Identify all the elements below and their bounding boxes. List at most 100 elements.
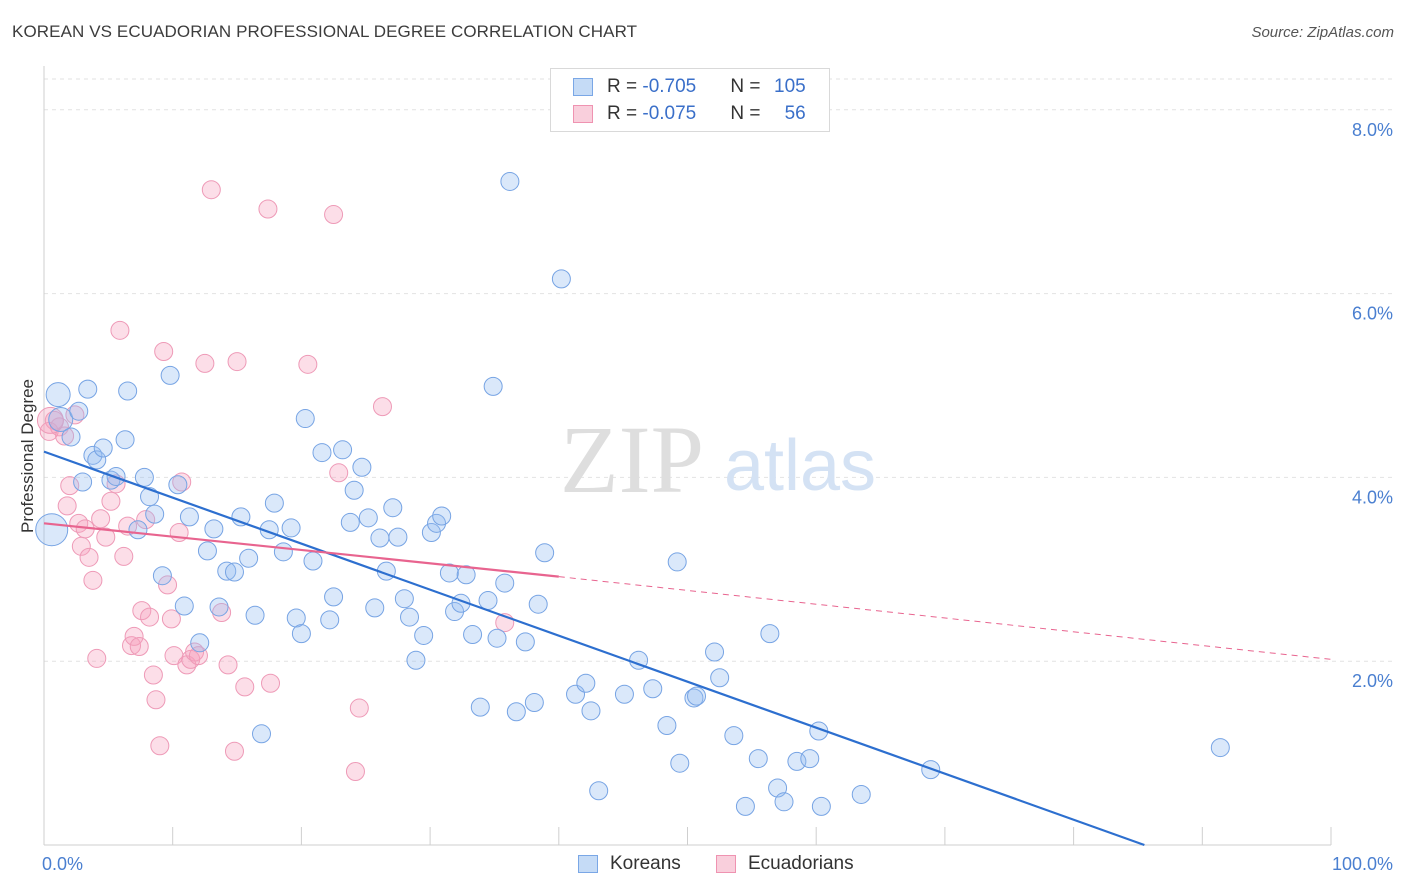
legend-row-ecuadorians: R = -0.075 N = 56 (573, 102, 806, 126)
ecuadorian-point (83, 570, 103, 590)
korean-point (224, 562, 244, 582)
bottom-label-koreans: Koreans (610, 853, 681, 874)
korean-point (87, 450, 107, 470)
korean-point (160, 365, 180, 385)
korean-point (174, 596, 194, 616)
korean-point (264, 493, 284, 513)
korean-point (478, 591, 498, 611)
korean-point (811, 796, 831, 816)
stats-legend: R = -0.705 N = 105 R = -0.075 N = 56 (550, 68, 830, 132)
korean-points (35, 171, 1230, 816)
korean-point (670, 753, 690, 773)
ecuadorian-trend-line (43, 522, 559, 578)
korean-point (73, 472, 93, 492)
korean-point (295, 409, 315, 429)
ecuadorian-point (140, 607, 160, 627)
ecuadorian-point (143, 665, 163, 685)
korean-point (705, 642, 725, 662)
korean-point (760, 624, 780, 644)
korean-point (45, 382, 71, 408)
ecuadorian-point (224, 741, 244, 761)
korean-point (383, 498, 403, 518)
ecuadorian-point (329, 463, 349, 483)
korean-point (432, 506, 452, 526)
y-tick-label: 4.0% (1352, 487, 1393, 507)
korean-point (495, 573, 515, 593)
korean-point (69, 401, 89, 421)
korean-point (400, 607, 420, 627)
korean-point (551, 269, 571, 289)
x-tick-label: 0.0% (42, 854, 83, 874)
korean-point (252, 724, 272, 744)
korean-point (61, 427, 81, 447)
korean-point (168, 475, 188, 495)
korean-point (643, 679, 663, 699)
ecuadorian-point (101, 491, 121, 511)
korean-point (245, 605, 265, 625)
legend-n-value: 105 (774, 76, 806, 97)
bottom-legend-koreans: Koreans (578, 852, 681, 876)
ecuadorian-point (349, 698, 369, 718)
korean-point (281, 518, 301, 538)
ecuadorian-point (136, 510, 156, 530)
korean-point (190, 633, 210, 653)
korean-point (352, 457, 372, 477)
bottom-swatch-koreans (578, 855, 598, 873)
korean-point (179, 507, 199, 527)
korean-trend-line (43, 450, 1145, 847)
ecuadorian-point (57, 496, 77, 516)
ecuadorian-point (150, 736, 170, 756)
y-tick-label: 6.0% (1352, 304, 1393, 324)
korean-point (687, 686, 707, 706)
ecuadorian-point (161, 609, 181, 629)
korean-point (710, 668, 730, 688)
ecuadorian-point (65, 405, 85, 425)
korean-point (515, 632, 535, 652)
ecuadorian-point (227, 352, 247, 372)
watermark-zip: ZIP (560, 406, 704, 513)
korean-point (291, 624, 311, 644)
korean-point (581, 701, 601, 721)
ecuadorian-point (235, 677, 255, 697)
ecuadorian-point (345, 761, 365, 781)
ecuadorian-point (36, 406, 64, 434)
ecuadorian-point (298, 354, 318, 374)
korean-point (93, 438, 113, 458)
y-tick-label: 2.0% (1352, 671, 1393, 691)
korean-point (303, 551, 323, 571)
korean-point (667, 552, 687, 572)
korean-point (152, 566, 172, 586)
korean-point (115, 430, 135, 450)
ecuadorian-trend-extension (558, 576, 1332, 660)
bottom-legend-ecuadorians: Ecuadorians (716, 852, 854, 876)
legend-swatch-ecuadorians (573, 105, 593, 123)
korean-point (470, 697, 490, 717)
ecuadorian-point (124, 626, 144, 646)
korean-point (528, 594, 548, 614)
korean-point (524, 693, 544, 713)
ecuadorian-point (212, 602, 232, 622)
ecuadorian-point (60, 476, 80, 496)
korean-point (800, 749, 820, 769)
korean-point (209, 597, 229, 617)
legend-r-value: -0.075 (642, 103, 697, 124)
korean-point (145, 504, 165, 524)
korean-point (589, 781, 609, 801)
ecuadorian-point (201, 180, 221, 200)
korean-point (204, 519, 224, 539)
korean-point (748, 749, 768, 769)
ecuadorian-point (261, 673, 281, 693)
korean-point (134, 467, 154, 487)
korean-point (365, 598, 385, 618)
korean-point (1210, 738, 1230, 758)
korean-point (500, 171, 520, 191)
korean-point (774, 792, 794, 812)
axes (43, 66, 1332, 846)
ecuadorian-point (122, 636, 142, 656)
trend-lines (43, 450, 1332, 847)
y-tick-label: 8.0% (1352, 120, 1393, 140)
legend-n-value: 56 (784, 103, 806, 124)
legend-row-koreans: R = -0.705 N = 105 (573, 75, 806, 99)
bottom-label-ecuadorians: Ecuadorians (748, 853, 854, 874)
